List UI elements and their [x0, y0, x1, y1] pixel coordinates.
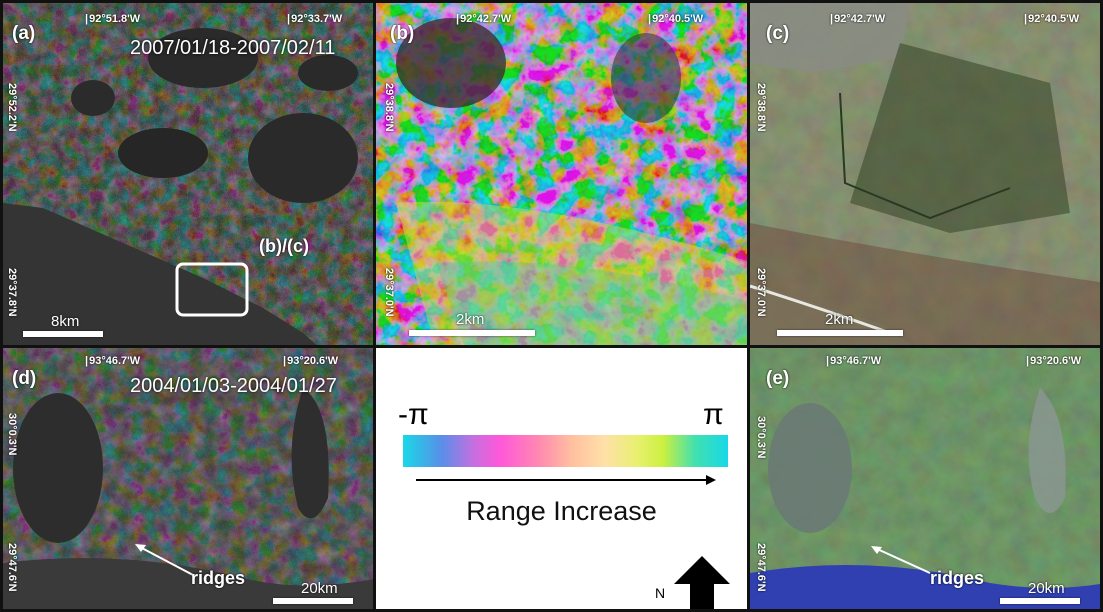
- latitude-label: 29°38.8'N: [755, 83, 767, 132]
- longitude-label: 92°42.7'W: [830, 13, 885, 25]
- panel-c-optical: (c) 92°42.7'W 92°40.5'W 29°38.8'N 29°37.…: [747, 0, 1103, 348]
- latitude-label: 29°47.6'N: [6, 543, 18, 592]
- panel-b-image: [376, 3, 747, 345]
- scale-bar: [777, 330, 903, 336]
- longitude-label: 93°46.7'W: [85, 355, 140, 367]
- minus-pi-label: -π: [398, 398, 429, 431]
- scale-bar: [1000, 598, 1080, 604]
- longitude-label: 92°33.7'W: [287, 13, 342, 25]
- scale-text: 8km: [51, 313, 80, 330]
- panel-a-image: [3, 3, 373, 345]
- scale-bar: [23, 331, 103, 337]
- longitude-label: 93°20.6'W: [283, 355, 338, 367]
- panel-label: (b): [390, 23, 415, 44]
- panel-b-interferogram-zoom: (b) 92°42.7'W 92°40.5'W 29°38.8'N 29°37.…: [373, 0, 750, 348]
- latitude-label: 29°37.0'N: [755, 268, 767, 317]
- latitude-label: 29°37.0'N: [383, 268, 395, 317]
- longitude-label: 92°42.7'W: [456, 13, 511, 25]
- range-increase-label: Range Increase: [466, 496, 657, 526]
- scale-text: 20km: [1028, 580, 1065, 597]
- panel-a-interferogram: (a) 92°51.8'W 92°33.7'W 29°52.2'N 29°37.…: [0, 0, 376, 348]
- latitude-label: 30°0.3'N: [755, 416, 767, 459]
- longitude-label: 92°51.8'W: [85, 13, 140, 25]
- north-arrow-icon: [674, 556, 730, 609]
- latitude-label: 29°47.6'N: [755, 543, 767, 592]
- panel-label: (c): [766, 23, 790, 44]
- scale-text: 20km: [301, 580, 338, 597]
- panel-label: (e): [766, 368, 790, 389]
- longitude-label: 92°40.5'W: [648, 13, 703, 25]
- ridges-label: ridges: [191, 568, 246, 588]
- box-label: (b)/(c): [259, 236, 309, 256]
- latitude-label: 29°38.8'N: [383, 83, 395, 132]
- date-range: 2007/01/18-2007/02/11: [130, 37, 336, 59]
- longitude-label: 92°40.5'W: [1024, 13, 1079, 25]
- longitude-label: 93°46.7'W: [826, 355, 881, 367]
- panel-label: (d): [12, 368, 37, 389]
- panel-e-optical: (e) 93°46.7'W 93°20.6'W 30°0.3'N 29°47.6…: [747, 345, 1103, 612]
- pi-label: π: [703, 398, 724, 431]
- latitude-label: 29°52.2'N: [6, 83, 18, 132]
- scale-bar: [273, 598, 353, 604]
- date-range: 2004/01/03-2004/01/27: [130, 375, 337, 397]
- latitude-label: 29°37.8'N: [6, 268, 18, 317]
- scale-text: 2km: [456, 311, 485, 328]
- panel-d-interferogram: (d) 93°46.7'W 93°20.6'W 30°0.3'N 29°47.6…: [0, 345, 376, 612]
- range-arrow-icon: [416, 475, 716, 485]
- panel-e-image: [750, 348, 1100, 609]
- phase-legend-panel: -π π Range Increase N: [373, 345, 750, 612]
- panel-label: (a): [12, 23, 36, 44]
- phase-colorbar: [403, 435, 728, 467]
- longitude-label: 93°20.6'W: [1026, 355, 1081, 367]
- panel-d-image: [3, 348, 373, 609]
- scale-text: 2km: [825, 311, 854, 328]
- north-label: N: [655, 585, 666, 601]
- scale-bar: [409, 330, 535, 336]
- ridges-label: ridges: [930, 568, 985, 588]
- latitude-label: 30°0.3'N: [6, 413, 18, 456]
- panel-c-image: [750, 3, 1100, 345]
